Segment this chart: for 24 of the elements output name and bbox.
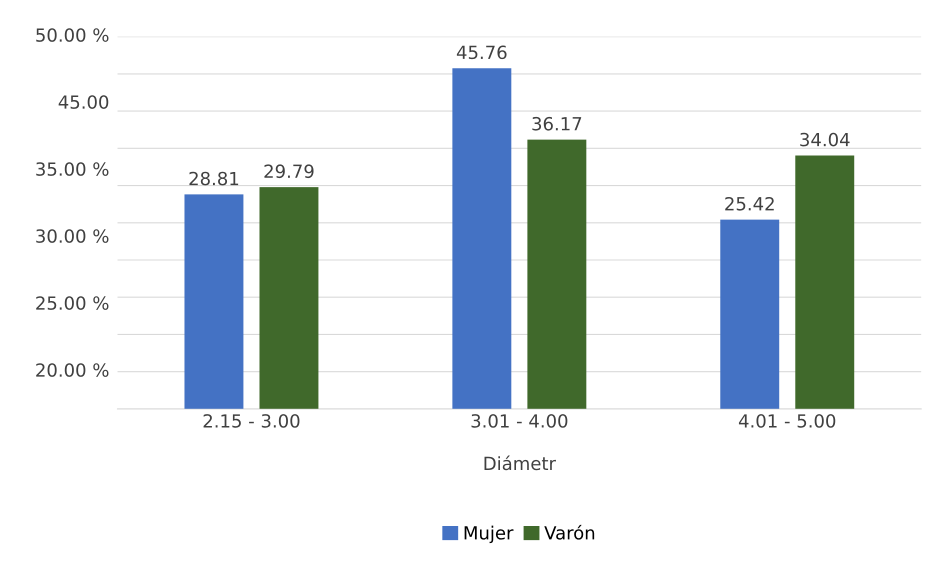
bar [259,187,318,409]
text: 45.00 [58,95,108,109]
x-tick-label: 2.15 - 3.00 [204,414,300,428]
data-label: 28.81 [189,172,238,186]
x-tick-label: 3.01 - 4.00 [472,414,568,428]
data-label: 29.79 [264,164,314,178]
bar [720,220,780,409]
bar [527,140,586,409]
data-label: 36.17 [532,116,582,131]
x-tick-label: 4.01 - 5.00 [738,414,836,428]
data-label: 34.04 [800,132,850,146]
text: 35.00 % [36,162,108,176]
text: 25.00 % [36,296,108,310]
bar [452,68,512,409]
data-label: 25.42 [725,196,774,211]
legend-label: Mujer [464,526,514,544]
legend-label: Varón [544,524,594,540]
data-label: 45.76 [456,46,507,60]
bar [184,194,244,409]
text: 20.00 % [36,363,108,377]
x-axis-title: Diámetr [484,456,556,470]
bar [795,155,854,409]
text: 30.00 % [36,229,108,243]
text: 50.00 % [36,28,108,42]
